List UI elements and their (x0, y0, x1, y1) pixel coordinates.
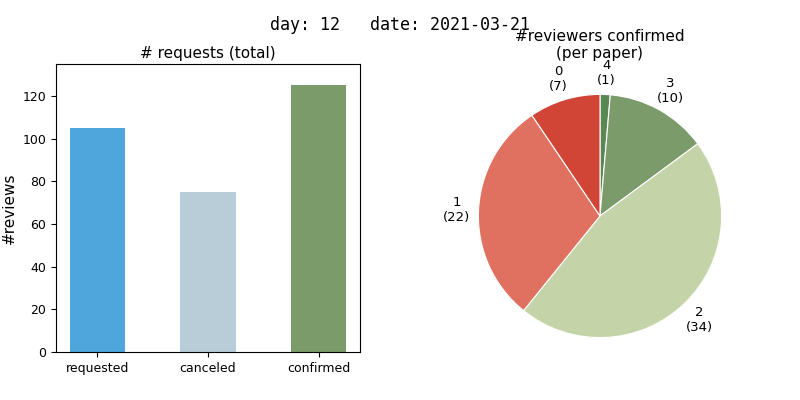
Text: 3
(10): 3 (10) (657, 77, 683, 105)
Text: day: 12   date: 2021-03-21: day: 12 date: 2021-03-21 (270, 16, 530, 34)
Wedge shape (532, 94, 600, 216)
Wedge shape (524, 144, 722, 338)
Text: 1
(22): 1 (22) (443, 196, 470, 224)
Bar (70, 128, 125, 352)
Wedge shape (478, 115, 600, 311)
Text: 2
(34): 2 (34) (686, 306, 713, 334)
Title: #reviewers confirmed
(per paper): #reviewers confirmed (per paper) (515, 29, 685, 62)
Title: # requests (total): # requests (total) (140, 46, 276, 62)
Text: 0
(7): 0 (7) (549, 65, 567, 93)
Bar (180, 192, 236, 352)
Wedge shape (600, 95, 698, 216)
Wedge shape (600, 94, 610, 216)
Y-axis label: #reviews: #reviews (2, 172, 17, 244)
Bar (291, 85, 346, 352)
Text: 4
(1): 4 (1) (597, 59, 615, 87)
